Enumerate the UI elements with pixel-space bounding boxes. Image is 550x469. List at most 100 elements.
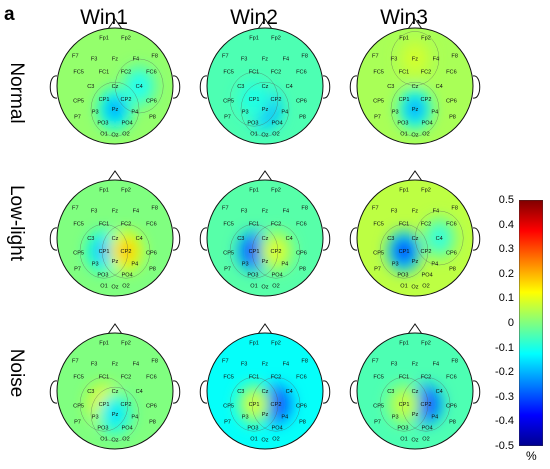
- electrode-label: CP5: [373, 250, 384, 256]
- electrode-label: CP2: [121, 249, 132, 255]
- electrode-label: FC2: [271, 222, 282, 228]
- activation-blob: [116, 239, 136, 263]
- contour-line: [90, 81, 140, 137]
- row-label-noise: Noise: [6, 348, 27, 398]
- electrode-label: O2: [272, 283, 279, 289]
- electrode-label: CP6: [296, 98, 307, 104]
- electrode-label: P4: [431, 261, 438, 267]
- electrode-label: FC1: [99, 375, 110, 381]
- electrode-label: FC2: [421, 70, 432, 76]
- electrode-label: P3: [392, 414, 399, 420]
- electrode-label: Fp2: [271, 188, 281, 194]
- electrode-label: F7: [72, 54, 79, 60]
- activation-blob: [429, 226, 449, 250]
- colorbar-tick-label: -0.5: [495, 440, 514, 452]
- electrode-label: Fz: [262, 57, 268, 63]
- electrode-label: C4: [136, 389, 143, 395]
- electrode-label: F7: [72, 359, 79, 365]
- electrode-label: FC2: [271, 70, 282, 76]
- electrode-label: Oz: [111, 438, 118, 444]
- electrode-label: O2: [272, 131, 279, 137]
- electrode-label: PO3: [97, 425, 108, 431]
- electrode-label: FC6: [146, 375, 157, 381]
- electrode-label: O2: [272, 436, 279, 442]
- electrode-label: P7: [224, 266, 231, 272]
- electrode-label: P7: [374, 266, 381, 272]
- head-outline: [49, 323, 181, 404]
- electrode-label: P8: [299, 419, 306, 425]
- electrode-label: Cz: [262, 84, 269, 90]
- electrode-label: C4: [436, 236, 443, 242]
- head-outline: [199, 323, 331, 404]
- electrode-label: C4: [286, 84, 293, 90]
- electrode-label: Cz: [112, 236, 119, 242]
- electrode-label: FC1: [399, 70, 410, 76]
- electrode-label: C3: [237, 389, 244, 395]
- electrode-label: P4: [281, 109, 288, 115]
- electrode-label: C4: [286, 389, 293, 395]
- electrode-label: FC2: [121, 222, 132, 228]
- electrode-label: CP5: [223, 250, 234, 256]
- electrode-label: PO4: [121, 272, 132, 278]
- contour-line: [390, 81, 440, 137]
- electrode-label: CP6: [146, 98, 157, 104]
- electrode-label: O2: [422, 131, 429, 137]
- electrode-label: Fz: [412, 57, 418, 63]
- electrode-label: CP5: [73, 403, 84, 409]
- electrode-label: FC6: [146, 70, 157, 76]
- electrode-label: O1: [250, 436, 257, 442]
- activation-blob: [244, 392, 264, 416]
- electrode-label: P8: [299, 114, 306, 120]
- electrode-label: P7: [74, 266, 81, 272]
- scalp-outline: [206, 27, 324, 145]
- contour-line: [90, 386, 140, 442]
- electrode-label: P3: [242, 414, 249, 420]
- electrode-label: Oz: [411, 133, 418, 139]
- head-outline: [349, 18, 481, 99]
- electrode-label: PO3: [397, 425, 408, 431]
- electrode-label: P4: [431, 109, 438, 115]
- electrode-label: Fz: [262, 209, 268, 215]
- electrode-label: C3: [87, 389, 94, 395]
- electrode-label: Fp1: [399, 341, 409, 347]
- electrode-label: Oz: [261, 438, 268, 444]
- electrode-label: C4: [436, 84, 443, 90]
- electrode-label: Oz: [411, 285, 418, 291]
- electrode-label: PO4: [271, 120, 282, 126]
- electrode-label: C4: [436, 389, 443, 395]
- electrode-label: Pz: [412, 412, 419, 418]
- electrode-label: CP5: [373, 403, 384, 409]
- electrode-label: P4: [131, 109, 138, 115]
- topomap: Fp1 Fp2 F7 F3 Fz F4 F8 FC5 FC1 FC2 FC6 C3 Cz C4 CP5 CP1…: [49, 170, 181, 297]
- electrode-label: P4: [131, 261, 138, 267]
- electrode-label: P7: [374, 419, 381, 425]
- electrode-label: F4: [433, 362, 440, 368]
- activation-blob: [266, 239, 286, 263]
- electrode-label: PO4: [121, 425, 132, 431]
- electrode-label: CP6: [446, 403, 457, 409]
- head-outline: [349, 323, 481, 404]
- electrode-label: C3: [387, 84, 394, 90]
- electrode-label: O1: [250, 131, 257, 137]
- electrode-label: CP5: [223, 403, 234, 409]
- electrode-label: Pz: [112, 412, 119, 418]
- electrode-label: PO3: [247, 272, 258, 278]
- electrode-label: FC1: [249, 70, 260, 76]
- topomap: Fp1 Fp2 F7 F3 Fz F4 F8 FC5 FC1 FC2 FC6 C3 Cz C4 CP5 CP1…: [49, 18, 181, 145]
- electrode-label: F3: [391, 209, 398, 215]
- electrode-label: P8: [299, 266, 306, 272]
- electrode-label: Oz: [111, 285, 118, 291]
- electrode-label: CP1: [399, 402, 410, 408]
- head-outline: [199, 18, 331, 99]
- electrode-label: C3: [387, 236, 394, 242]
- electrode-label: F3: [241, 362, 248, 368]
- panel-letter: a: [4, 4, 15, 25]
- activation-blob: [405, 46, 425, 70]
- electrode-label: O2: [122, 283, 129, 289]
- electrode-label: C3: [87, 236, 94, 242]
- electrode-label: Fz: [112, 57, 118, 63]
- electrode-label: P4: [431, 414, 438, 420]
- electrode-label: Fp1: [399, 188, 409, 194]
- electrode-label: FC6: [296, 375, 307, 381]
- electrode-label: P4: [281, 414, 288, 420]
